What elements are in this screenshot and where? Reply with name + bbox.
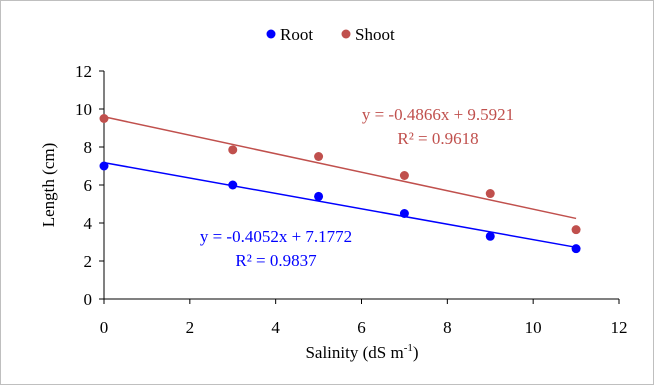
data-point-shoot <box>485 189 495 199</box>
data-point-shoot <box>314 152 324 161</box>
x-axis-label: Salinity (dS m-1) <box>305 342 418 362</box>
y-tick-label: 12 <box>75 62 92 81</box>
data-point-shoot <box>228 145 238 155</box>
x-tick-label: 4 <box>271 318 280 337</box>
y-tick-label: 0 <box>84 290 93 309</box>
data-point-root <box>485 231 495 241</box>
trendline-shoot <box>103 116 577 220</box>
root-r2-label: R² = 0.9837 <box>235 251 317 270</box>
y-tick-label: 4 <box>84 214 93 233</box>
legend-label-root: Root <box>280 25 313 44</box>
y-axis-label: Length (cm) <box>39 143 58 228</box>
data-point-shoot <box>571 225 581 235</box>
data-point-root <box>399 209 409 218</box>
legend-label-shoot: Shoot <box>355 25 395 44</box>
shoot-r2-label: R² = 0.9618 <box>397 129 478 148</box>
x-tick-label: 0 <box>100 318 109 337</box>
x-ticks: 0 2 4 6 8 10 12 <box>100 299 628 337</box>
shoot-equation-label: y = -0.4866x + 9.5921 <box>362 105 514 124</box>
data-point-shoot <box>99 114 109 123</box>
legend: Root Shoot <box>266 25 395 44</box>
data-points <box>99 114 581 254</box>
y-ticks: 0 2 4 6 8 10 12 <box>75 62 104 309</box>
data-point-root <box>571 244 581 254</box>
y-tick-label: 8 <box>84 138 93 157</box>
y-tick-label: 10 <box>75 100 92 119</box>
root-equation-label: y = -0.4052x + 7.1772 <box>200 227 352 246</box>
y-tick-label: 6 <box>84 176 93 195</box>
data-point-shoot <box>399 171 409 180</box>
x-tick-label: 2 <box>186 318 195 337</box>
trendline-root <box>103 161 577 249</box>
data-point-root <box>314 191 324 201</box>
data-point-root <box>99 161 109 171</box>
trendlines <box>103 116 577 249</box>
x-tick-label: 6 <box>357 318 366 337</box>
data-point-root <box>228 180 238 190</box>
legend-marker-root <box>266 29 276 39</box>
legend-marker-shoot <box>341 29 351 39</box>
x-tick-label: 10 <box>525 318 542 337</box>
x-tick-label: 12 <box>611 318 628 337</box>
y-tick-label: 2 <box>84 252 93 271</box>
x-tick-label: 8 <box>443 318 452 337</box>
